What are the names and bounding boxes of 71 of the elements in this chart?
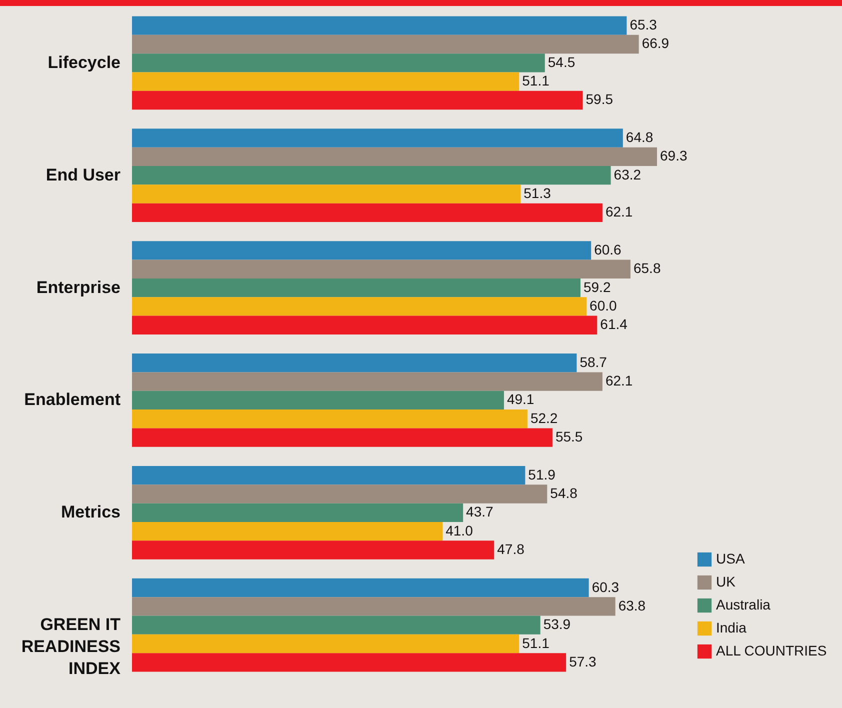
bar (132, 653, 566, 672)
bar (132, 634, 520, 654)
data-label: 51.1 (522, 72, 550, 89)
data-label: 49.1 (506, 391, 534, 408)
data-label: 63.8 (618, 597, 646, 614)
bar (132, 16, 627, 35)
data-label: 60.6 (594, 241, 622, 258)
data-label: 53.9 (543, 616, 571, 632)
data-label: 51.9 (528, 466, 556, 482)
bar (132, 241, 592, 260)
y-tick-label: Enablement (24, 390, 121, 410)
data-label: 64.8 (626, 129, 654, 146)
legend-label: India (716, 620, 747, 636)
bar (132, 390, 504, 410)
data-label: 54.8 (550, 484, 578, 501)
data-label: 51.3 (524, 185, 552, 202)
bar (132, 540, 494, 560)
bar (132, 466, 526, 485)
y-tick-label: End User (46, 165, 121, 184)
data-label: 51.1 (522, 634, 550, 651)
bar (132, 166, 611, 185)
bar (132, 203, 602, 222)
bar (132, 34, 639, 54)
data-label: 65.3 (630, 16, 658, 33)
data-label: 55.5 (555, 428, 583, 445)
bar (132, 128, 623, 148)
bar (132, 597, 616, 616)
bar (132, 522, 443, 541)
y-tick-label: Enterprise (36, 278, 120, 297)
bar (132, 616, 540, 634)
data-label: 59.5 (586, 91, 614, 108)
y-tick-label: GREEN IT READINESS INDEX (21, 615, 122, 678)
data-label: 60.3 (592, 578, 620, 595)
data-label: 62.1 (605, 204, 633, 220)
bar (132, 484, 548, 504)
bar (132, 147, 657, 166)
data-label: 60.0 (590, 297, 618, 314)
y-tick-label: Lifecycle (48, 52, 120, 72)
data-label: 54.5 (548, 54, 576, 70)
legend-label: USA (716, 550, 746, 566)
bar (132, 72, 520, 91)
bar (132, 372, 602, 391)
bar (132, 54, 545, 72)
data-label: 69.3 (660, 148, 688, 164)
data-label: 47.8 (497, 540, 525, 557)
bar (132, 410, 528, 428)
bar (132, 297, 587, 316)
bar (132, 184, 521, 204)
legend-label: ALL COUNTRIES (716, 642, 827, 658)
data-label: 66.9 (642, 35, 670, 52)
data-label: 52.2 (530, 410, 558, 426)
bar (132, 428, 552, 447)
y-tick-label: Metrics (60, 502, 120, 522)
bar (132, 316, 598, 334)
bar (132, 90, 583, 110)
bar (132, 503, 464, 522)
data-label: 65.8 (633, 260, 661, 276)
bar (132, 578, 589, 598)
data-label: 59.2 (583, 278, 611, 295)
data-label: 41.0 (446, 522, 474, 538)
legend-label: UK (716, 574, 736, 590)
legend-label: Australia (716, 596, 771, 612)
bar (132, 278, 580, 298)
data-label: 61.4 (600, 316, 628, 332)
bar (132, 354, 577, 372)
bar (132, 260, 630, 278)
data-label: 57.3 (569, 653, 597, 670)
data-label: 58.7 (580, 354, 608, 370)
data-label: 62.1 (605, 372, 633, 389)
data-label: 43.7 (466, 504, 494, 520)
data-label: 63.2 (614, 166, 642, 182)
